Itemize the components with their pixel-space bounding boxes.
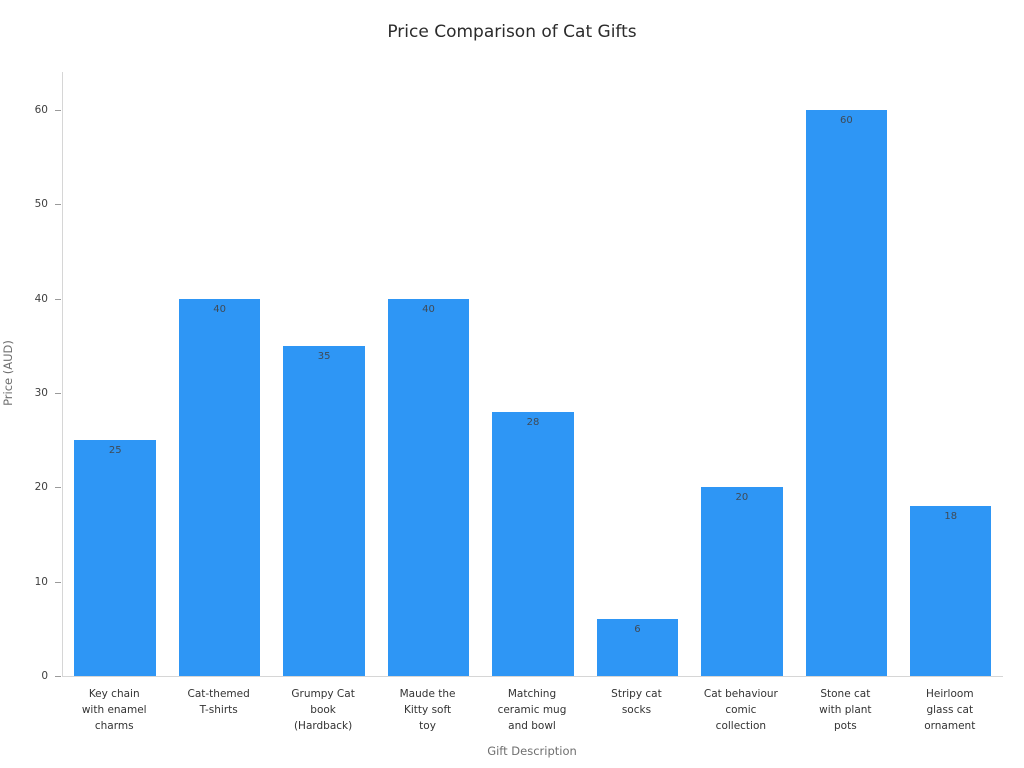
y-tick-mark	[55, 487, 61, 489]
y-tick-mark	[55, 204, 61, 206]
bar	[283, 345, 365, 676]
y-tick-label: 20	[34, 481, 48, 494]
y-tick-mark	[55, 676, 61, 677]
bar-value-label: 60	[839, 114, 853, 126]
bar-value-label: 20	[735, 492, 749, 504]
bar	[805, 109, 888, 676]
y-tick-mark	[55, 581, 61, 583]
y-tick-label: 50	[34, 198, 48, 211]
x-tick-label: Maude the Kitty soft toy	[399, 688, 456, 732]
plot-area: 25 40 35 40 28 6 20 60 18	[62, 72, 1003, 677]
x-axis-label: Gift Description	[487, 744, 577, 758]
bar-value-label: 28	[526, 416, 540, 428]
bar	[701, 487, 783, 676]
bar-value-label: 18	[944, 511, 958, 523]
bar	[74, 440, 156, 676]
x-tick-label: Stripy cat socks	[611, 688, 662, 716]
bar	[492, 411, 574, 676]
x-tick-label: Key chain with enamel charms	[81, 688, 147, 732]
y-tick-label: 10	[34, 575, 48, 588]
x-tick-label: Matching ceramic mug and bowl	[497, 688, 567, 732]
y-tick-mark	[55, 109, 61, 111]
bar-value-label: 25	[108, 445, 122, 457]
y-axis-label: Price (AUD)	[1, 340, 15, 406]
bar	[387, 298, 470, 676]
bar	[178, 298, 261, 676]
x-tick-label: Heirloom glass cat ornament	[924, 688, 976, 732]
bar-value-label: 40	[422, 303, 435, 315]
y-tick-label: 30	[34, 386, 48, 399]
chart-title: Price Comparison of Cat Gifts	[387, 22, 637, 42]
y-tick-label: 0	[41, 670, 48, 682]
x-tick-label: Cat-themed T-shirts	[187, 688, 250, 716]
bar-value-label: 40	[213, 303, 227, 315]
y-tick-mark	[55, 298, 61, 300]
y-tick-label: 40	[34, 292, 48, 305]
bar-value-label: 35	[317, 350, 331, 362]
x-tick-label: Grumpy Cat book (Hardback)	[291, 688, 355, 732]
x-tick-label: Cat behaviour comic collection	[703, 688, 778, 732]
bar	[910, 506, 992, 676]
y-tick-label: 60	[34, 103, 48, 116]
y-tick-mark	[55, 392, 61, 394]
x-tick-label: Stone cat with plant pots	[819, 688, 872, 732]
bar-value-label: 6	[634, 624, 641, 636]
bar	[596, 619, 679, 676]
